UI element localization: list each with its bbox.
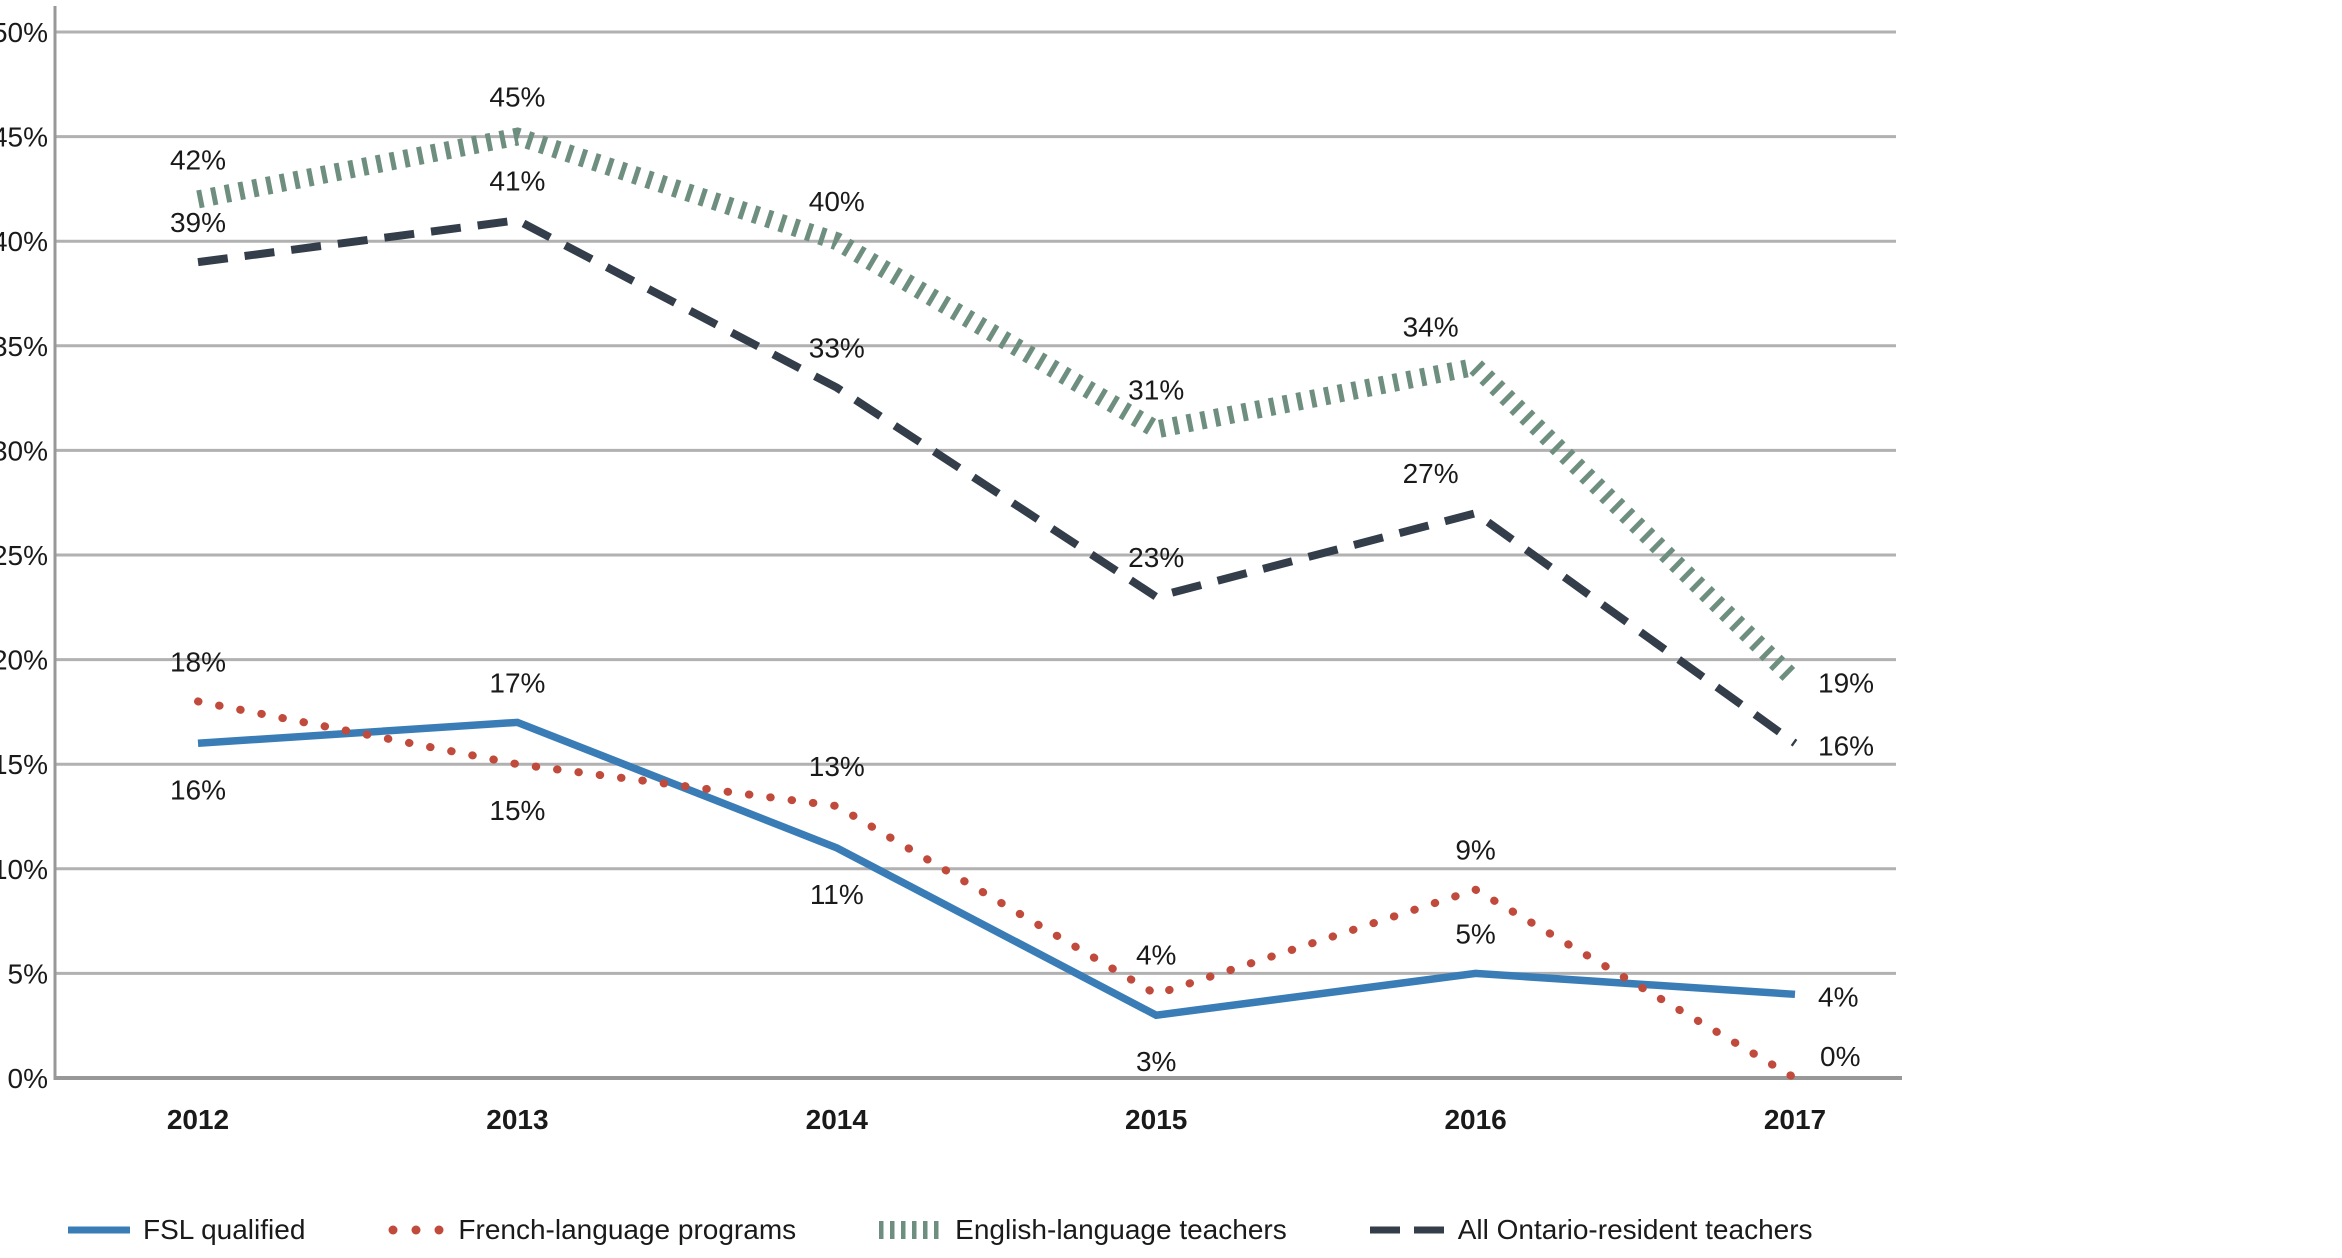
y-tick-label: 20% [0,645,48,676]
data-label: 4% [1818,981,1858,1012]
data-label: 18% [170,646,226,677]
legend-label-fsl-qualified: FSL qualified [143,1214,306,1245]
legend-label-all-ontario-resident-teachers: All Ontario-resident teachers [1457,1214,1813,1245]
legend-label-french-language-programs: French-language programs [458,1214,797,1245]
data-label: 41% [489,165,545,196]
legend-item-french-language-programs: French-language programs [387,1214,796,1246]
chart-canvas: 0% 5% 10% 15% 20% 25% 30% 35% 40% 45% 50% 2012 2013 2… [0,6,1902,1135]
y-tick-label: 5% [8,958,48,989]
legend-swatch-tick-dashed-line-icon [879,1221,939,1239]
series-line-french-language-programs [194,697,1799,1082]
legend-item-all-ontario-resident-teachers: All Ontario-resident teachers [1369,1214,1813,1246]
x-tick-label: 2015 [1125,1104,1187,1135]
data-label: 19% [1818,668,1874,699]
y-tick-label: 25% [0,540,48,571]
x-tick-label: 2013 [486,1104,548,1135]
y-tick-label: 50% [0,17,48,48]
data-label: 11% [810,879,864,910]
x-tick-label: 2017 [1764,1104,1826,1135]
data-label: 45% [489,82,545,113]
legend-swatch-dashed-line-icon [1369,1226,1444,1234]
data-label: 9% [1455,835,1495,866]
data-label: 40% [809,186,865,217]
data-label: 16% [170,774,226,805]
legend-label-english-language-teachers: English-language teachers [955,1214,1287,1245]
y-tick-label: 45% [0,122,48,153]
y-tick-label: 0% [8,1063,48,1094]
legend-swatch-dotted-line-icon [388,1225,444,1235]
data-label: 0% [1820,1041,1860,1072]
x-tick-label: 2012 [167,1104,229,1135]
y-tick-label: 10% [0,854,48,885]
series-line-english-language-teachers [196,127,1802,687]
chart-legend: FSL qualified French-language programs E… [68,1214,1813,1246]
data-label: 4% [1136,939,1176,970]
data-label: 34% [1403,312,1459,343]
data-label: 31% [1128,374,1184,405]
legend-swatch-solid-line-icon [68,1226,130,1234]
y-tick-label: 15% [0,749,48,780]
x-tick-label: 2016 [1444,1104,1506,1135]
data-label: 42% [170,144,226,175]
y-tick-label: 35% [0,331,48,362]
data-label: 3% [1136,1046,1176,1077]
legend-item-english-language-teachers: English-language teachers [878,1214,1287,1246]
data-label: 13% [809,751,865,782]
series-line-all-ontario-resident-teachers [197,216,1798,747]
data-label: 17% [489,667,545,698]
data-label: 39% [170,207,226,238]
data-label: 15% [489,795,545,826]
y-tick-label: 30% [0,435,48,466]
y-tick-label: 40% [0,226,48,257]
series-line-fsl-qualified [197,718,1796,1020]
data-label: 5% [1455,918,1495,949]
data-label: 33% [809,333,865,364]
legend-item-fsl-qualified: FSL qualified [68,1214,305,1246]
x-tick-label: 2014 [806,1104,869,1135]
data-label: 27% [1403,458,1459,489]
data-label: 16% [1818,730,1874,761]
data-label: 23% [1128,542,1184,573]
